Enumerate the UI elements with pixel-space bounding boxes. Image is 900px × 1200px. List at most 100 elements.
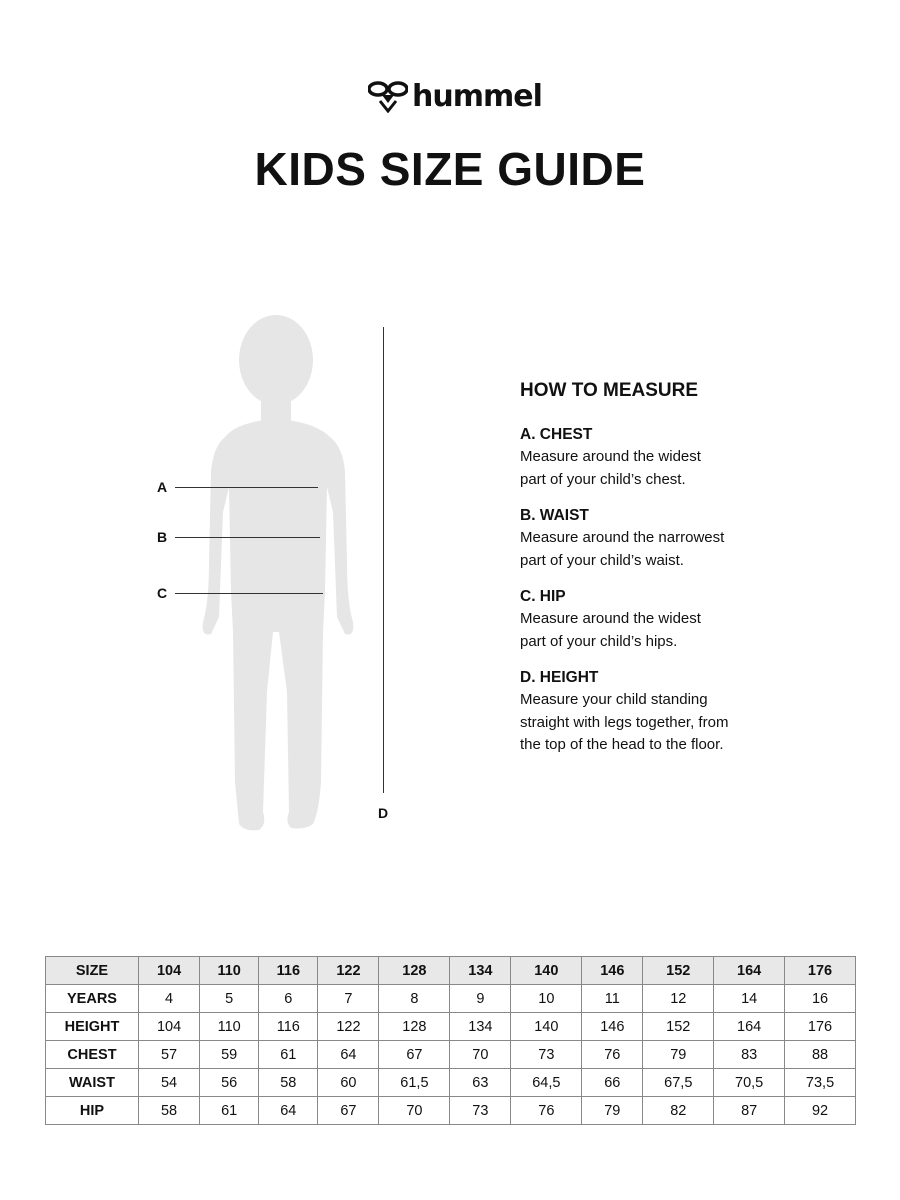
table-cell: 7 (317, 984, 380, 1013)
table-cell: 5 (199, 984, 260, 1013)
section-text: Measure around the widest (520, 610, 701, 627)
table-cell: 73,5 (784, 1068, 856, 1097)
header-cell: 134 (449, 956, 512, 985)
table-cell: 12 (642, 984, 715, 1013)
waist-line (175, 537, 320, 538)
table-cell: 59 (199, 1040, 260, 1069)
table-cell: 116 (258, 1012, 319, 1041)
label-b: B (157, 529, 168, 545)
table-cell: 104 (137, 1012, 201, 1041)
section-text: Measure around the narrowest (520, 529, 725, 546)
table-cell: 58 (258, 1068, 319, 1097)
table-cell: 9 (449, 984, 512, 1013)
table-cell: 152 (642, 1012, 715, 1041)
table-cell: 64 (258, 1096, 319, 1125)
label-a: A (157, 479, 168, 495)
table-cell: 73 (510, 1040, 583, 1069)
table-cell: 73 (449, 1096, 512, 1125)
table-cell: 10 (510, 984, 583, 1013)
header-cell: 164 (713, 956, 786, 985)
section-waist: B. WAIST Measure around the narrowest par… (520, 505, 820, 572)
table-cell: 79 (581, 1096, 644, 1125)
table-cell: 87 (713, 1096, 786, 1125)
section-title: A. CHEST (520, 426, 593, 443)
section-title: C. HIP (520, 588, 566, 605)
section-title: B. WAIST (520, 507, 589, 524)
row-label: HIP (45, 1096, 139, 1125)
row-label: CHEST (45, 1040, 139, 1069)
header-cell: SIZE (45, 956, 139, 985)
row-label: HEIGHT (45, 1012, 139, 1041)
table-cell: 54 (137, 1068, 201, 1097)
section-hip: C. HIP Measure around the widest part of … (520, 586, 820, 653)
how-to-measure: HOW TO MEASURE A. CHEST Measure around t… (520, 380, 820, 771)
table-cell: 58 (137, 1096, 201, 1125)
table-cell: 4 (137, 984, 201, 1013)
table-cell: 176 (784, 1012, 856, 1041)
how-to-measure-heading: HOW TO MEASURE (520, 380, 699, 401)
table-header-row: SIZE 104 110 116 122 128 134 140 146 152 164 176 (45, 956, 856, 985)
section-text: part of your child’s hips. (520, 632, 678, 650)
table-cell: 82 (642, 1096, 715, 1125)
size-table: SIZE 104 110 116 122 128 134 140 146 152 164 176 YE… (45, 956, 856, 1125)
header-cell: 146 (581, 956, 644, 985)
table-cell: 66 (581, 1068, 644, 1097)
table-cell: 92 (784, 1096, 856, 1125)
height-line (383, 327, 384, 793)
label-d: D (378, 805, 389, 821)
header-cell: 104 (137, 956, 201, 985)
table-cell: 64,5 (510, 1068, 583, 1097)
section-text: the top of the head to the floor. (520, 736, 724, 753)
table-cell: 67,5 (642, 1068, 715, 1097)
table-cell: 60 (317, 1068, 380, 1097)
table-row: WAIST 54 56 58 60 61,5 63 64,5 66 67,5 70,5 73,5 (45, 1068, 856, 1097)
header-cell: 110 (199, 956, 260, 985)
table-cell: 140 (510, 1012, 583, 1041)
table-cell: 70 (449, 1040, 512, 1069)
row-label: YEARS (45, 984, 139, 1013)
table-cell: 110 (199, 1012, 260, 1041)
section-text: straight with legs together, from (520, 713, 729, 731)
section-text: part of your child’s waist. (520, 551, 684, 569)
hip-line (175, 593, 323, 594)
table-cell: 70,5 (713, 1068, 786, 1097)
table-cell: 11 (581, 984, 644, 1013)
table-row: HIP 58 61 64 67 70 73 76 79 82 87 92 (45, 1096, 856, 1125)
header-cell: 140 (510, 956, 583, 985)
table-cell: 134 (449, 1012, 512, 1041)
section-chest: A. CHEST Measure around the widest part o… (520, 424, 820, 491)
chest-line (175, 487, 318, 488)
table-row: CHEST 57 59 61 64 67 70 73 76 79 83 88 (45, 1040, 856, 1069)
page-title: KIDS SIZE GUIDE (254, 143, 646, 195)
section-height: D. HEIGHT Measure your child standing str… (520, 667, 820, 757)
table-cell: 64 (317, 1040, 380, 1069)
table-cell: 61 (199, 1096, 260, 1125)
section-title: D. HEIGHT (520, 669, 599, 686)
row-label: WAIST (45, 1068, 139, 1097)
header-cell: 152 (642, 956, 715, 985)
child-silhouette (202, 315, 354, 831)
section-text: Measure your child standing (520, 691, 708, 708)
table-cell: 88 (784, 1040, 856, 1069)
table-cell: 14 (713, 984, 786, 1013)
section-text: part of your child’s chest. (520, 470, 686, 488)
header-cell: 128 (378, 956, 451, 985)
table-cell: 57 (137, 1040, 201, 1069)
table-cell: 6 (258, 984, 319, 1013)
section-text: Measure around the widest (520, 448, 701, 465)
table-cell: 122 (317, 1012, 380, 1041)
table-cell: 146 (581, 1012, 644, 1041)
table-cell: 76 (581, 1040, 644, 1069)
table-cell: 56 (199, 1068, 260, 1097)
brand-name: hummel (412, 79, 543, 114)
header-cell: 122 (317, 956, 380, 985)
table-cell: 67 (378, 1040, 451, 1069)
table-cell: 16 (784, 984, 856, 1013)
table-cell: 79 (642, 1040, 715, 1069)
label-c: C (157, 585, 168, 601)
table-cell: 164 (713, 1012, 786, 1041)
table-row: HEIGHT 104 110 116 122 128 134 140 146 152 164 176 (45, 1012, 856, 1041)
hummel-logo: hummel (368, 79, 543, 114)
table-row: YEARS 4 5 6 7 8 9 10 11 12 14 16 (45, 984, 856, 1013)
